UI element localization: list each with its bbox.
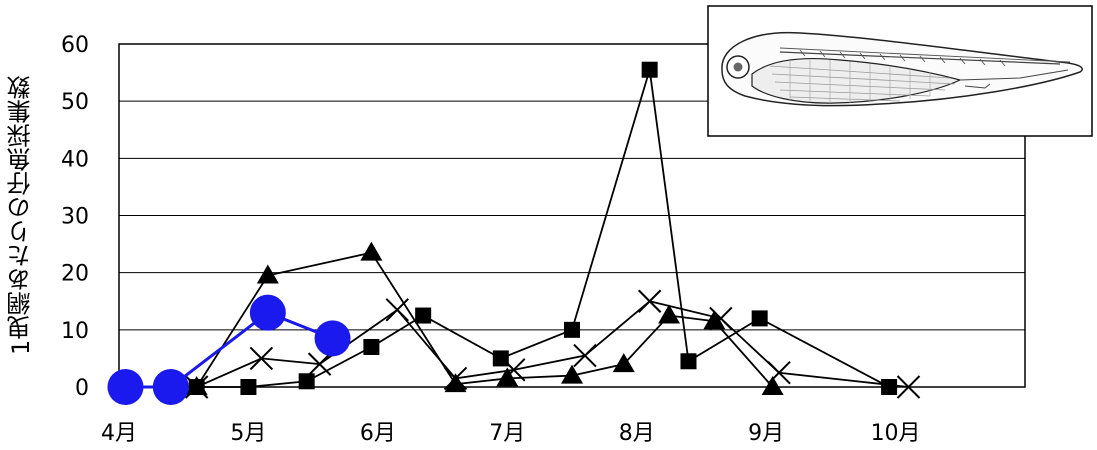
x-marker [443,366,468,391]
circle-marker [107,369,144,405]
triangle-marker [561,364,583,384]
y-tick-label: 40 [61,147,89,172]
x-marker [249,346,274,371]
triangle-marker [256,264,279,284]
square-marker [492,350,509,367]
y-axis-label: 1曳網あたりの仔魚採集数 [7,75,35,355]
x-axis-ticks: 4月 5月 6月 7月 8月 9月 10月 [101,421,921,446]
x-marker [767,361,791,385]
x-tick-label: 4月 [101,421,137,446]
y-tick-label: 20 [61,262,89,287]
triangle-marker [612,353,635,373]
square-marker [240,379,257,395]
square-marker [641,61,658,78]
circle-marker [152,369,189,405]
triangle-marker [360,241,383,261]
plot-area-frame [118,43,1026,388]
x-marker [709,306,733,331]
y-tick-label: 10 [61,319,89,344]
triangle-marker [658,304,681,324]
series-line [195,251,774,388]
y-axis-ticks: 0 10 20 30 40 50 60 [61,33,89,401]
circle-marker [249,294,286,331]
square-marker [363,338,380,355]
x-marker [573,343,597,368]
triangle-marker [703,310,726,330]
triangle-marker [761,376,784,395]
x-tick-label: 6月 [360,421,396,446]
x-marker [896,375,921,399]
series-layer [107,61,921,405]
circle-marker [314,320,351,357]
x-marker [502,358,526,382]
square-marker [564,321,580,338]
x-marker [637,289,662,313]
x-tick-label: 8月 [619,421,655,446]
square-marker [680,353,697,370]
x-tick-label: 7月 [489,421,525,446]
fish-larva-illustration [707,5,1093,137]
triangle-marker [444,373,467,393]
x-tick-label: 9月 [748,421,784,446]
square-marker [298,373,315,390]
y-tick-label: 30 [61,205,89,230]
y-tick-label: 50 [61,90,89,115]
y-tick-label: 60 [61,33,89,58]
square-marker [751,310,768,327]
y-tick-label: 0 [75,376,89,401]
x-marker [307,352,332,376]
x-marker [184,375,209,399]
square-marker [881,379,898,395]
x-tick-label: 5月 [230,421,266,446]
x-tick-label: 10月 [871,421,921,446]
x-marker [385,298,409,322]
square-marker [415,307,432,324]
series-line [125,310,334,389]
